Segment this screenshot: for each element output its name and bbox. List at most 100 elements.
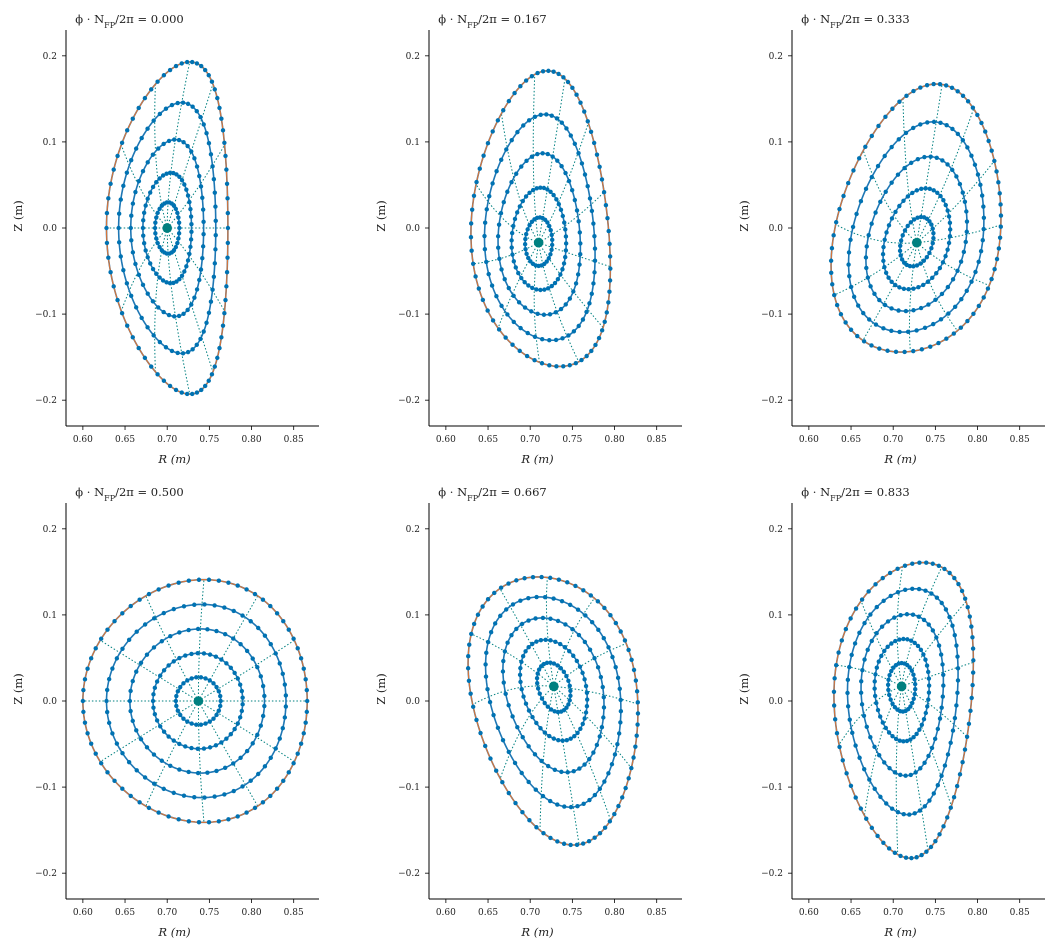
surface-point: [204, 320, 209, 325]
surface-point: [498, 211, 504, 216]
surface-point: [601, 705, 607, 710]
surface-point: [189, 149, 194, 154]
surface-point: [599, 328, 605, 333]
theta-contour: [471, 633, 555, 687]
surface-point: [105, 627, 110, 632]
surface-point: [565, 79, 571, 85]
surface-point: [969, 695, 974, 701]
x-tick-label: 0.80: [242, 435, 262, 445]
theta-contour: [120, 227, 168, 312]
surface-point: [934, 595, 940, 600]
surface-point: [509, 238, 514, 243]
surface-point: [120, 751, 125, 756]
surface-point: [206, 73, 211, 78]
surface-point: [501, 199, 506, 205]
surface-point: [996, 246, 1002, 251]
surface-point: [933, 838, 938, 844]
surface-point: [587, 756, 592, 762]
surface-point: [104, 210, 110, 216]
surface-point: [908, 737, 913, 742]
surface-point: [854, 211, 859, 217]
surface-point: [498, 585, 504, 590]
x-tick-label: 0.75: [925, 908, 945, 918]
surface-point: [856, 156, 862, 161]
surface-point: [195, 626, 201, 632]
surface-point: [213, 247, 218, 252]
surface-point: [120, 646, 125, 651]
surface-point: [184, 391, 190, 397]
surface-point: [177, 767, 182, 772]
surface-point: [986, 138, 991, 144]
surface-point: [151, 752, 157, 757]
surface-point: [301, 666, 306, 671]
surface-point: [879, 653, 884, 659]
surface-point: [248, 619, 253, 624]
surface-point: [492, 621, 498, 626]
surface-point: [250, 656, 255, 661]
surface-point: [874, 631, 879, 636]
surface-point: [189, 721, 194, 726]
surface-point: [201, 746, 207, 751]
surface-point: [946, 214, 952, 219]
surface-point: [133, 189, 138, 195]
surface-point: [887, 692, 892, 698]
surface-point: [550, 154, 555, 159]
title-prefix: ϕ · N: [75, 485, 104, 499]
surface-point: [864, 244, 869, 249]
surface-point: [542, 730, 548, 735]
surface-point: [958, 259, 964, 264]
x-tick-label: 0.75: [199, 435, 219, 445]
surface-point: [950, 623, 955, 628]
surface-point: [161, 786, 166, 792]
surface-point: [534, 675, 540, 681]
surface-point: [928, 154, 933, 159]
surface-point: [526, 255, 531, 261]
rho-contour: [129, 138, 205, 318]
surface-point: [98, 636, 104, 641]
surface-point: [516, 270, 521, 276]
surface-point: [106, 196, 111, 201]
surface-point: [554, 364, 559, 369]
surface-point: [534, 287, 539, 292]
surface-point: [861, 310, 866, 316]
surface-point: [831, 703, 837, 708]
surface-point: [948, 805, 953, 810]
surface-point: [618, 629, 623, 634]
surface-point: [213, 232, 218, 238]
theta-contour: [902, 98, 918, 243]
surface-point: [918, 766, 923, 771]
surface-point: [125, 128, 130, 133]
surface-point: [106, 720, 112, 726]
surface-point: [501, 108, 506, 113]
surface-point: [573, 583, 578, 589]
surface-point: [207, 652, 213, 657]
subplot-title: ϕ · NFP/2π = 0.667: [438, 485, 546, 503]
surface-point: [917, 808, 923, 813]
surface-point: [872, 679, 877, 684]
surface-point: [575, 607, 581, 612]
surface-point: [173, 698, 179, 704]
surface-point: [962, 596, 968, 601]
surface-point: [898, 253, 903, 258]
surface-point: [136, 178, 142, 184]
surface-point: [901, 739, 906, 744]
surface-point: [901, 198, 906, 203]
surface-point: [509, 632, 514, 638]
surface-point: [940, 158, 945, 163]
surface-point: [874, 665, 880, 670]
surface-point: [179, 390, 184, 395]
y-tick-label: 0.0: [43, 224, 58, 234]
surface-point: [495, 118, 501, 123]
surface-point: [244, 587, 249, 592]
surface-point: [559, 163, 564, 169]
surface-point: [216, 708, 222, 713]
surface-point: [161, 73, 167, 78]
surface-point: [167, 67, 173, 73]
surface-point: [931, 791, 936, 796]
surface-point: [499, 157, 504, 163]
surface-point: [925, 704, 930, 709]
surface-point: [88, 656, 94, 661]
surface-point: [567, 296, 573, 301]
surface-point: [618, 720, 623, 725]
